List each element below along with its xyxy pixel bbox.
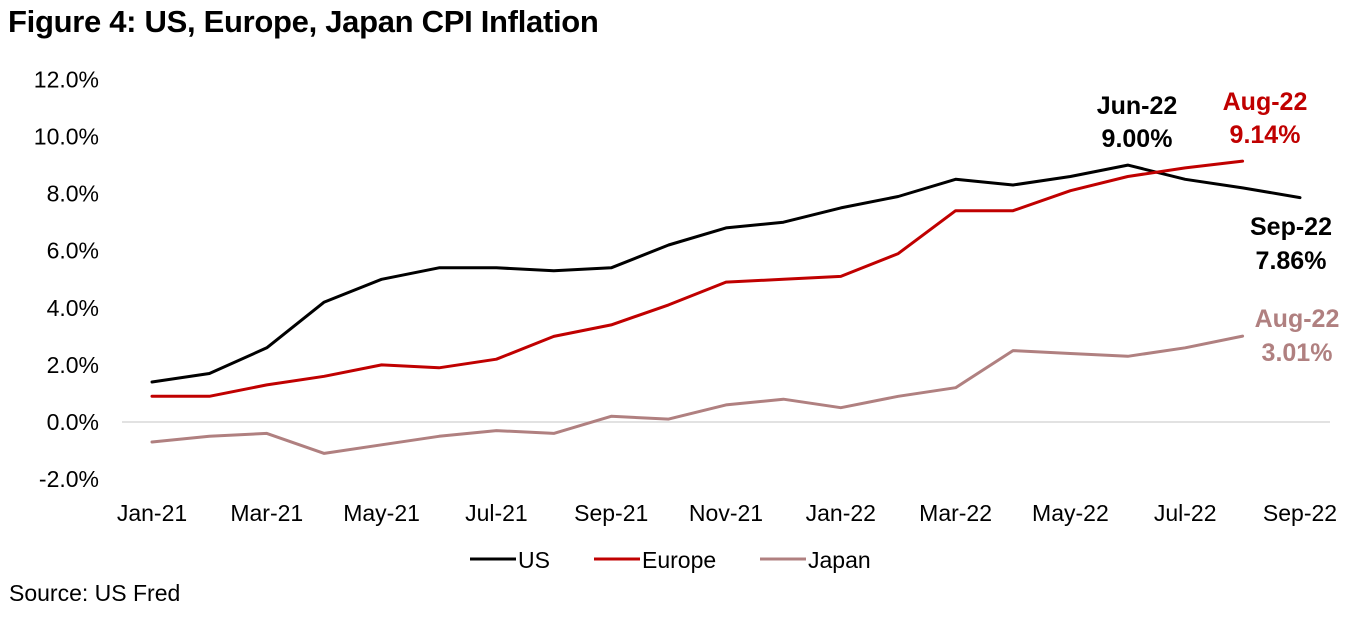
y-tick-label: 8.0% — [47, 181, 99, 207]
annotation-date: Aug-22 — [1223, 88, 1308, 116]
y-tick-label: 10.0% — [34, 124, 99, 150]
annotation-date: Aug-22 — [1255, 305, 1340, 333]
series-line-europe — [150, 159, 1245, 398]
annotation-date: Jun-22 — [1097, 92, 1178, 120]
x-tick-label: Jul-22 — [1154, 500, 1217, 526]
series-line-us — [150, 163, 1302, 384]
y-tick-label: 0.0% — [47, 409, 99, 435]
source-note: Source: US Fred — [9, 580, 181, 606]
x-tick-label: Mar-21 — [230, 500, 303, 526]
x-tick-label: Nov-21 — [689, 500, 763, 526]
x-tick-label: Jan-22 — [806, 500, 876, 526]
chart-title: Figure 4: US, Europe, Japan CPI Inflatio… — [8, 4, 599, 39]
legend-item-us: US — [470, 547, 550, 573]
x-tick-label: Sep-22 — [1263, 500, 1337, 526]
legend: US Europe Japan — [470, 547, 871, 573]
legend-label: Europe — [642, 547, 716, 573]
annotation-europe-aug-22: Aug-22 9.14% — [1223, 88, 1308, 149]
annotation-us-jun-22: Jun-22 9.00% — [1097, 92, 1178, 153]
annotation-us-sep-22: Sep-22 7.86% — [1250, 213, 1332, 275]
legend-item-japan: Japan — [760, 547, 871, 573]
annotation-japan-aug-22: Aug-22 3.01% — [1255, 305, 1340, 367]
x-tick-label: Jul-21 — [465, 500, 528, 526]
y-tick-label: 12.0% — [34, 66, 99, 92]
x-tick-label: May-22 — [1032, 500, 1109, 526]
series-lines — [150, 159, 1302, 455]
y-tick-label: 4.0% — [47, 295, 99, 321]
x-axis: Jan-21 Mar-21 May-21 Jul-21 Sep-21 Nov-21 Jan-… — [117, 500, 1337, 526]
y-axis: 12.0% 10.0% 8.0% 6.0% 4.0% 2.0% 0.0% -2.0% — [34, 66, 99, 492]
x-tick-label: Mar-22 — [919, 500, 992, 526]
annotation-value: 7.86% — [1256, 247, 1327, 275]
annotation-value: 3.01% — [1262, 339, 1333, 367]
legend-label: US — [518, 547, 550, 573]
y-tick-label: -2.0% — [39, 466, 99, 492]
annotation-value: 9.00% — [1102, 125, 1173, 153]
y-tick-label: 2.0% — [47, 352, 99, 378]
legend-item-europe: Europe — [594, 547, 716, 573]
x-tick-label: Jan-21 — [117, 500, 187, 526]
y-tick-label: 6.0% — [47, 238, 99, 264]
data-annotations: Jun-22 9.00% Aug-22 9.14% Sep-22 7.86% Aug-22 3… — [1097, 88, 1340, 367]
x-tick-label: May-21 — [343, 500, 420, 526]
annotation-value: 9.14% — [1230, 121, 1301, 149]
annotation-date: Sep-22 — [1250, 213, 1332, 241]
series-line-japan — [150, 334, 1245, 455]
legend-label: Japan — [808, 547, 871, 573]
x-tick-label: Sep-21 — [574, 500, 648, 526]
